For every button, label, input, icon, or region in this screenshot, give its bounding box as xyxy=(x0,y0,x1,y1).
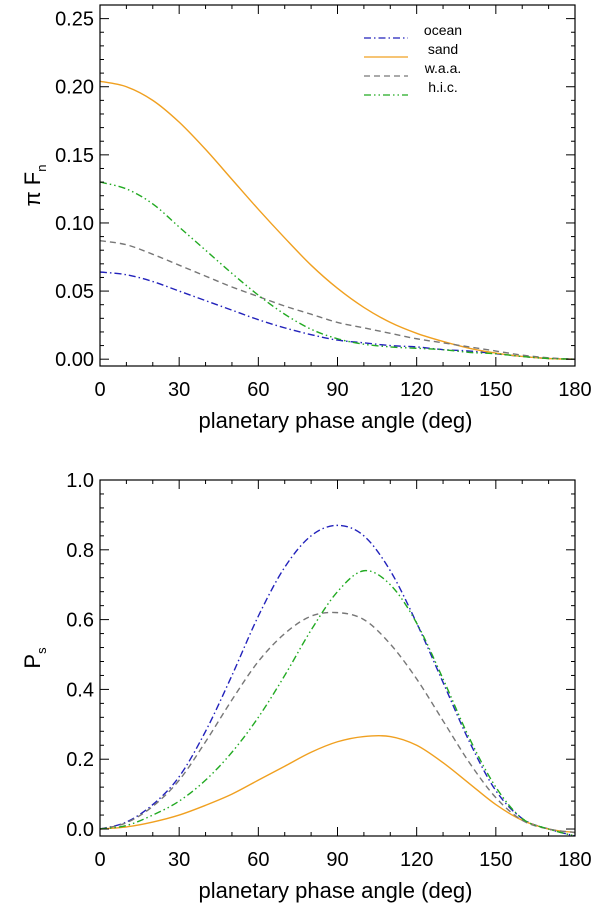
bottom-panel: 0 30 60 90 120 150 180 0.0 0.2 0.4 0.6 0.8 1.0 planet… xyxy=(20,470,592,903)
top-y-tick-label: 0.25 xyxy=(55,9,94,31)
legend-label: ocean xyxy=(424,22,462,38)
bottom-series-sand-line xyxy=(100,734,575,834)
bottom-series-waa-line xyxy=(100,611,575,834)
top-x-tick-label: 90 xyxy=(326,379,348,401)
top-y-axis-title-main: π F xyxy=(20,172,45,207)
top-x-tick-label: 180 xyxy=(558,379,591,401)
top-y-tick-label: 0.00 xyxy=(55,349,94,371)
top-series-hic-line xyxy=(100,181,575,360)
top-y-axis-title: π Fn xyxy=(20,165,49,207)
bottom-x-tick-label: 30 xyxy=(168,849,190,871)
legend-label: sand xyxy=(428,41,458,57)
bottom-y-axis-title-main: P xyxy=(20,654,45,669)
top-x-tick-label: 0 xyxy=(94,379,105,401)
top-y-tick-label: 0.15 xyxy=(55,145,94,167)
top-series-ocean-line xyxy=(100,271,575,360)
legend-label: h.i.c. xyxy=(428,79,458,95)
bottom-y-tick-label: 0.8 xyxy=(66,540,94,562)
top-series-waa-line xyxy=(100,239,575,360)
bottom-x-tick-label: 0 xyxy=(94,849,105,871)
bottom-x-tick-label: 60 xyxy=(247,849,269,871)
bottom-x-tick-label: 90 xyxy=(326,849,348,871)
bottom-x-tick-label: 180 xyxy=(558,849,591,871)
bottom-y-tick-label: 0.2 xyxy=(66,749,94,771)
top-y-tick-label: 0.05 xyxy=(55,281,94,303)
top-x-tick-label: 150 xyxy=(479,379,512,401)
bottom-series-hic-line xyxy=(100,569,575,836)
top-x-tick-label: 60 xyxy=(247,379,269,401)
top-x-tick-label: 30 xyxy=(168,379,190,401)
bottom-x-tick-label: 150 xyxy=(479,849,512,871)
bottom-x-tick-label: 120 xyxy=(400,849,433,871)
bottom-y-axis-title: Ps xyxy=(20,647,49,669)
bottom-x-axis-title: planetary phase angle (deg) xyxy=(199,878,473,903)
top-panel: 0 30 60 90 120 150 180 0.00 0.05 0.10 0.15 0.20 0.25… xyxy=(20,4,592,433)
top-x-axis-title: planetary phase angle (deg) xyxy=(199,408,473,433)
bottom-y-tick-label: 0.4 xyxy=(66,679,94,701)
bottom-y-axis-title-sub: s xyxy=(34,647,49,654)
bottom-y-tick-label: 0.6 xyxy=(66,610,94,632)
top-y-tick-label: 0.10 xyxy=(55,213,94,235)
bottom-y-tick-label: 1.0 xyxy=(66,470,94,492)
top-plot-frame xyxy=(99,4,576,367)
bottom-plot-frame xyxy=(99,479,576,837)
top-x-tick-label: 120 xyxy=(400,379,433,401)
bottom-y-tick-label: 0.0 xyxy=(66,819,94,841)
top-y-tick-label: 0.20 xyxy=(55,77,94,99)
bottom-series-ocean-line xyxy=(100,524,575,836)
legend: ocean sand w.a.a. h.i.c. xyxy=(364,22,462,96)
legend-label: w.a.a. xyxy=(424,60,462,76)
top-y-axis-title-sub: n xyxy=(34,165,49,172)
